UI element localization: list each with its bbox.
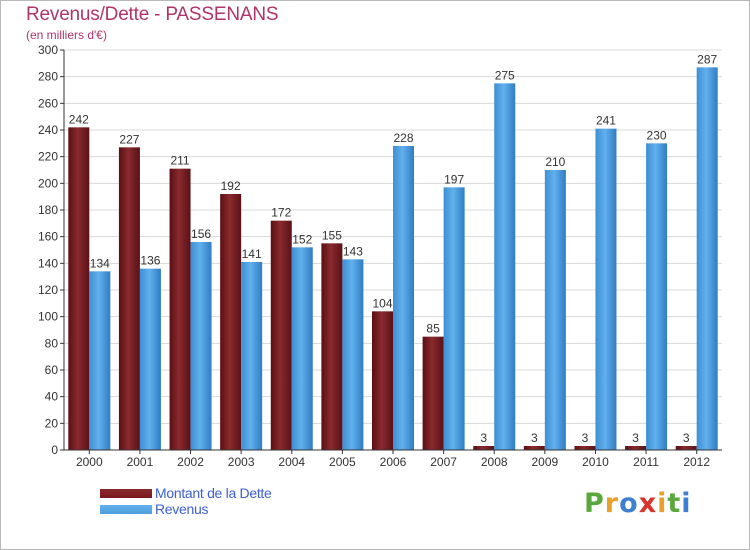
chart-subtitle: (en milliers d'€) <box>26 28 107 42</box>
bar-debt-2011 <box>625 446 647 450</box>
bar-revenue-2009 <box>544 170 566 450</box>
bar-revenue-2004 <box>291 247 313 450</box>
data-label-revenue: 228 <box>393 131 413 145</box>
bar-revenue-2005 <box>342 259 364 450</box>
x-tick-label: 2000 <box>76 455 103 469</box>
data-label-revenue: 134 <box>90 256 110 270</box>
y-tick-label: 60 <box>45 363 59 377</box>
bar-debt-2001 <box>118 147 140 451</box>
x-tick-label: 2008 <box>481 455 508 469</box>
data-label-revenue: 152 <box>292 232 312 246</box>
bar-debt-2004 <box>270 220 292 450</box>
bar-revenue-2010 <box>595 128 617 450</box>
x-tick-label: 2006 <box>380 455 407 469</box>
bar-debt-2012 <box>675 446 697 450</box>
data-label-debt: 85 <box>426 322 440 336</box>
x-tick-label: 2002 <box>177 455 204 469</box>
x-tick-label: 2005 <box>329 455 356 469</box>
x-tick-label: 2010 <box>582 455 609 469</box>
logo-letter: r <box>604 488 620 519</box>
data-label-revenue: 275 <box>495 68 515 82</box>
bar-revenue-2006 <box>393 146 414 450</box>
y-tick-label: 100 <box>38 310 58 324</box>
data-label-revenue: 197 <box>444 172 464 186</box>
data-label-debt: 227 <box>119 132 139 146</box>
data-label-debt: 211 <box>170 154 189 168</box>
y-tick-label: 180 <box>38 203 58 217</box>
bar-revenue-2003 <box>241 262 263 450</box>
x-tick-label: 2009 <box>531 455 558 469</box>
data-label-debt: 192 <box>221 179 241 193</box>
bar-debt-2010 <box>574 446 596 450</box>
data-label-revenue: 287 <box>697 52 717 66</box>
bar-revenue-2001 <box>139 268 161 450</box>
y-tick-label: 0 <box>51 443 58 457</box>
y-tick-label: 240 <box>38 123 58 137</box>
bar-debt-2008 <box>473 446 495 450</box>
data-label-revenue: 230 <box>647 128 667 142</box>
x-tick-label: 2007 <box>430 455 457 469</box>
x-tick-label: 2001 <box>127 455 154 469</box>
x-tick-label: 2003 <box>228 455 255 469</box>
chart-title: Revenus/Dette - PASSENANS <box>26 4 279 25</box>
logo-letter: i <box>681 488 692 519</box>
data-label-revenue: 143 <box>343 244 363 258</box>
bar-revenue-2012 <box>696 67 718 450</box>
bar-debt-2009 <box>523 446 545 450</box>
data-label-revenue: 210 <box>545 155 565 169</box>
data-label-revenue: 136 <box>140 254 160 268</box>
y-tick-label: 140 <box>38 256 58 270</box>
bar-debt-2005 <box>321 243 343 450</box>
y-tick-label: 220 <box>38 150 58 164</box>
data-label-debt: 3 <box>632 431 639 445</box>
data-label-debt: 242 <box>69 112 89 126</box>
bar-revenue-2000 <box>89 271 111 450</box>
legend-swatch-debt <box>100 489 152 498</box>
y-tick-label: 40 <box>45 390 59 404</box>
x-tick-label: 2011 <box>633 455 659 469</box>
legend-swatch-revenue <box>100 505 152 514</box>
x-tick-label: 2004 <box>278 455 305 469</box>
y-tick-label: 120 <box>38 283 58 297</box>
legend-label-revenue: Revenus <box>155 501 209 517</box>
data-label-debt: 3 <box>683 431 690 445</box>
x-tick-label: 2012 <box>683 455 710 469</box>
bar-debt-2003 <box>220 194 242 450</box>
bar-revenue-2007 <box>443 187 465 451</box>
bar-debt-2007 <box>422 336 444 450</box>
data-label-revenue: 141 <box>242 247 262 261</box>
bar-revenue-2008 <box>494 83 516 450</box>
logo-letter: i <box>657 488 668 519</box>
data-label-debt: 3 <box>582 431 589 445</box>
y-tick-label: 260 <box>38 96 58 110</box>
y-tick-label: 300 <box>38 43 58 57</box>
data-label-debt: 155 <box>322 228 342 242</box>
logo-letter: P <box>584 488 605 519</box>
logo-letter: o <box>619 488 639 519</box>
logo-letter: t <box>667 488 682 519</box>
legend-label-debt: Montant de la Dette <box>155 485 272 501</box>
logo-letter: x <box>638 488 658 519</box>
bar-revenue-2011 <box>646 143 668 451</box>
y-tick-label: 160 <box>38 230 58 244</box>
y-tick-label: 200 <box>38 176 58 190</box>
bar-debt-2002 <box>169 168 191 450</box>
y-tick-label: 20 <box>45 416 59 430</box>
bar-debt-2000 <box>68 127 90 450</box>
y-tick-label: 80 <box>45 336 59 350</box>
data-label-debt: 3 <box>480 431 487 445</box>
bar-layer <box>68 67 718 451</box>
data-label-debt: 3 <box>531 431 538 445</box>
proxiti-logo: Proxiti <box>584 488 692 519</box>
data-label-debt: 104 <box>372 296 392 310</box>
data-label-debt: 172 <box>271 206 291 220</box>
data-label-revenue: 241 <box>596 114 616 128</box>
axis-layer: 0 20 40 60 80 100 120 140 160 180 200 220 240 260 280 3… <box>38 43 722 469</box>
bar-revenue-2002 <box>190 242 212 450</box>
data-label-revenue: 156 <box>191 227 211 241</box>
bar-debt-2006 <box>372 311 393 450</box>
y-tick-label: 280 <box>38 70 58 84</box>
